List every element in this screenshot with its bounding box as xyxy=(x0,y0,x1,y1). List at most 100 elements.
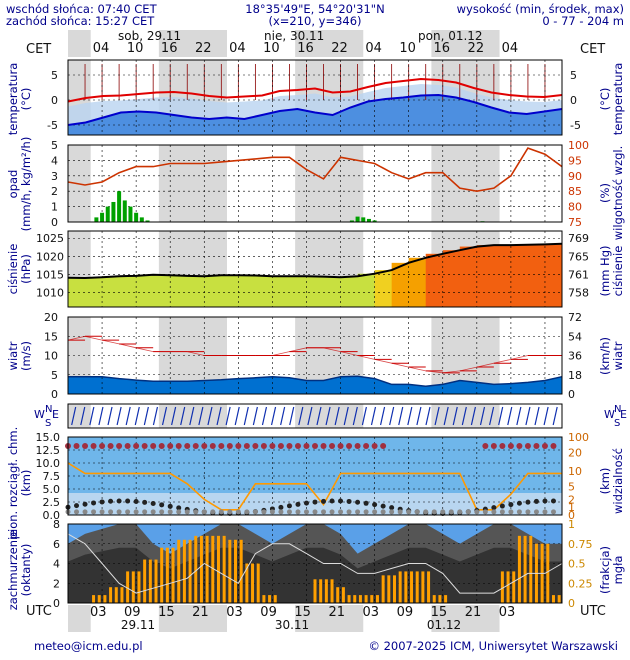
visibility-tick-label: 2 xyxy=(568,493,575,506)
cloud-low-dot xyxy=(499,503,505,509)
fog-bar xyxy=(194,535,198,603)
precipitation-bar xyxy=(366,218,371,222)
wind-direction-arrow xyxy=(143,406,149,426)
fog-bar xyxy=(165,547,169,603)
wind-direction-arrow xyxy=(407,406,413,426)
fog-bar xyxy=(131,571,135,603)
wind-direction-arrow xyxy=(280,406,286,426)
cloud-high-dot xyxy=(243,443,250,449)
pressure-tick-label: 1020 xyxy=(36,250,64,263)
cloud-low-dot xyxy=(74,503,80,509)
fog-bar xyxy=(392,575,396,603)
timezone-top-right: CET xyxy=(580,42,606,57)
fog-bar xyxy=(137,571,141,603)
fog-bar xyxy=(234,539,238,603)
cloud-high-dot xyxy=(312,443,318,449)
wind-tick-label: 10 xyxy=(44,350,58,363)
cloud-high-dot xyxy=(252,443,259,449)
cloud-high-dot xyxy=(346,443,353,449)
compass-n-left: N xyxy=(45,404,52,415)
cloud-high-dot xyxy=(277,443,284,449)
pressure-mmhg-tick-label: 761 xyxy=(568,268,589,281)
hour-label-top: 22 xyxy=(331,41,348,56)
day-label-bottom: 30.11 xyxy=(275,618,309,632)
day-label-top: pon, 01.12 xyxy=(418,29,483,43)
cloud-base-dot xyxy=(525,509,531,515)
cloud-high-dot xyxy=(303,443,310,449)
pressure-fill-segment xyxy=(323,276,342,307)
hour-label-bottom: 21 xyxy=(328,605,345,620)
wind-direction-arrow xyxy=(379,406,386,426)
pressure-fill-segment xyxy=(442,250,461,307)
fog-bar xyxy=(364,595,368,603)
cloud-high-dot xyxy=(533,443,540,449)
humidity-series-line xyxy=(67,147,563,193)
cloud-base-dot xyxy=(116,509,122,515)
cloud-high-dot xyxy=(482,443,489,449)
wind-direction-arrow xyxy=(389,406,395,426)
wind-direction-arrow xyxy=(498,406,504,426)
wind-panel-border xyxy=(67,316,563,395)
cloud-low-dot xyxy=(338,498,344,504)
cloud-low-dot xyxy=(321,498,327,504)
cloud-base-dot xyxy=(142,509,148,515)
fog-bar xyxy=(500,571,504,603)
fog-bar xyxy=(148,559,152,603)
cloud-low-dot xyxy=(167,503,173,509)
fog-bar xyxy=(228,539,232,603)
pressure-fill-segment xyxy=(544,243,563,307)
fog-bar xyxy=(370,595,374,603)
visibility-tick-label: 100 xyxy=(568,431,589,444)
wind-direction-arrow xyxy=(261,406,268,426)
temperature-series-line xyxy=(67,77,563,103)
cloud-base-dot xyxy=(108,509,114,515)
cloud-height-tick-label: 15.0 xyxy=(36,431,61,444)
wind-kmh-tick-label: 36 xyxy=(568,350,582,363)
cloud-high-dot xyxy=(329,443,336,449)
cloud-height-tick-label: 0.0 xyxy=(43,509,61,522)
wind-tick-label: 5 xyxy=(51,369,58,382)
coordinates-text: 18°35'49"E, 54°20'31"N xyxy=(245,2,385,16)
pressure-fill-segment xyxy=(374,270,393,307)
wind-direction-arrow xyxy=(434,406,440,426)
cloud-high-dot xyxy=(99,443,106,449)
cloud-base-dot xyxy=(363,509,369,515)
cloud-base-dot xyxy=(414,509,420,515)
wind-direction-arrow xyxy=(325,406,331,426)
fog-bar xyxy=(177,539,181,603)
visibility-tick-label: 10 xyxy=(568,465,582,478)
wind-direction-arrow xyxy=(216,406,222,426)
cloud-base-dot xyxy=(457,509,463,515)
cloud-low-dot xyxy=(355,499,361,505)
cloud-base-dot xyxy=(440,509,446,515)
contact-email[interactable]: meteo@icm.edu.pl xyxy=(34,639,143,653)
fog-bar xyxy=(506,571,510,603)
temperature-tick-label: -5 xyxy=(47,119,58,132)
cloud-high-dot xyxy=(107,443,114,449)
wind-direction-panel-night-band xyxy=(158,404,227,428)
precipitation-bar xyxy=(94,217,99,222)
fog-bar xyxy=(336,587,340,603)
cloud-high-dot xyxy=(124,443,131,449)
cloud-high-dot xyxy=(294,443,301,449)
fog-bar xyxy=(154,559,158,603)
wind-gust-line xyxy=(67,335,562,374)
cloud-base-dot xyxy=(542,509,548,515)
hour-label-bottom: 09 xyxy=(124,605,141,620)
wind-speed-fill xyxy=(68,376,562,394)
cloud-low-dot xyxy=(133,499,139,505)
day-label-bottom: 29.11 xyxy=(121,618,155,632)
pressure-mmhg-tick-label: 765 xyxy=(568,250,589,263)
pressure-fill-segment xyxy=(102,276,120,307)
cloud-base-dot xyxy=(252,509,258,515)
compass-w-left: W xyxy=(34,408,45,421)
wind-direction-arrow xyxy=(443,406,449,426)
height-value: 0 - 77 - 204 m xyxy=(542,14,624,28)
fog-bar xyxy=(358,595,362,603)
day-label-bottom: 01.12 xyxy=(427,618,461,632)
cloud-low-dot xyxy=(150,500,156,506)
pressure-fill-segment xyxy=(459,246,478,307)
cloud-low-dot xyxy=(363,500,369,506)
wind-direction-arrow xyxy=(361,406,367,426)
